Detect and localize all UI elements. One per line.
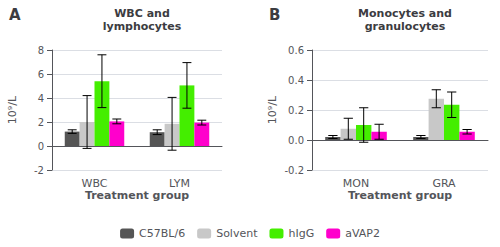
svg-text:4: 4 [38,93,44,104]
svg-text:Treatment group: Treatment group [85,189,189,202]
svg-text:-2: -2 [34,165,44,176]
svg-text:B: B [269,6,280,24]
svg-text:GRA: GRA [432,177,456,190]
svg-text:0.2: 0.2 [288,105,304,116]
svg-text:8: 8 [38,45,44,56]
svg-text:10⁹/L: 10⁹/L [266,95,279,124]
svg-text:0: 0 [38,141,44,152]
svg-text:2: 2 [38,117,44,128]
svg-text:6: 6 [38,69,44,80]
svg-text:0.4: 0.4 [288,75,304,86]
svg-text:MON: MON [343,177,369,190]
svg-text:0.0: 0.0 [288,135,304,146]
svg-text:10⁹/L: 10⁹/L [6,95,19,124]
svg-text:Treatment group: Treatment group [348,189,452,202]
svg-text:C57BL/6: C57BL/6 [139,227,185,240]
svg-text:Monocytes and: Monocytes and [358,7,452,20]
svg-text:0.6: 0.6 [288,45,304,56]
svg-text:Solvent: Solvent [216,227,258,240]
svg-text:-0.2: -0.2 [284,165,304,176]
svg-text:WBC: WBC [82,177,108,190]
svg-text:LYM: LYM [169,177,190,190]
svg-text:granulocytes: granulocytes [365,20,446,33]
svg-text:hIgG: hIgG [288,227,314,240]
svg-text:lymphocytes: lymphocytes [103,20,182,33]
svg-text:A: A [9,6,21,24]
svg-text:aVAP2: aVAP2 [345,227,380,240]
svg-text:WBC and: WBC and [114,7,170,20]
